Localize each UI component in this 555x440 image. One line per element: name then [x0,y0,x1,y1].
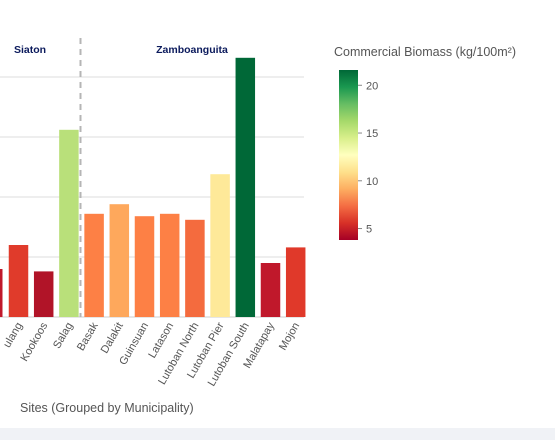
bar-malatapay [260,263,281,317]
x-tick-label: Mojon [277,321,302,353]
bar-tulang [8,245,29,317]
bar-lutoban-north [185,219,205,317]
bar-mojon [285,247,306,317]
bar-basak [84,213,104,317]
x-tick-label: Dalakit [99,321,126,356]
bar-lutoban-pier [210,174,230,317]
group-labels: Siaton Zamboanguita [14,44,228,56]
x-tick-label: Salag [51,321,75,351]
bar-latason [159,213,180,317]
group-label: Siaton [14,44,46,56]
bar-guinsuan [134,216,155,317]
colorbar-tick-label: 15 [366,128,378,140]
bar-partial [0,269,3,317]
group-label: Zamboanguita [156,44,228,56]
colorbar-tick-label: 20 [366,80,378,92]
colorbar-gradient [339,70,358,240]
bar-kookoos [33,271,54,317]
bars [0,57,306,318]
x-axis-label: Sites (Grouped by Municipality) [20,401,194,415]
colorbar-title: Commercial Biomass (kg/100m²) [334,45,516,59]
colorbar-ticks: 5 10 15 20 [358,80,378,236]
x-tick-label: ulang [1,321,25,350]
colorbar-tick-label: 10 [366,176,378,188]
colorbar: Commercial Biomass (kg/100m²) 5 10 15 20 [334,45,516,240]
colorbar-tick-label: 5 [366,224,372,236]
x-tick-label: Basak [75,320,101,353]
footer-band [0,428,555,440]
bar-dalakit [109,204,130,317]
bar-lutoban-south [235,57,256,318]
bar-salag [59,129,79,317]
